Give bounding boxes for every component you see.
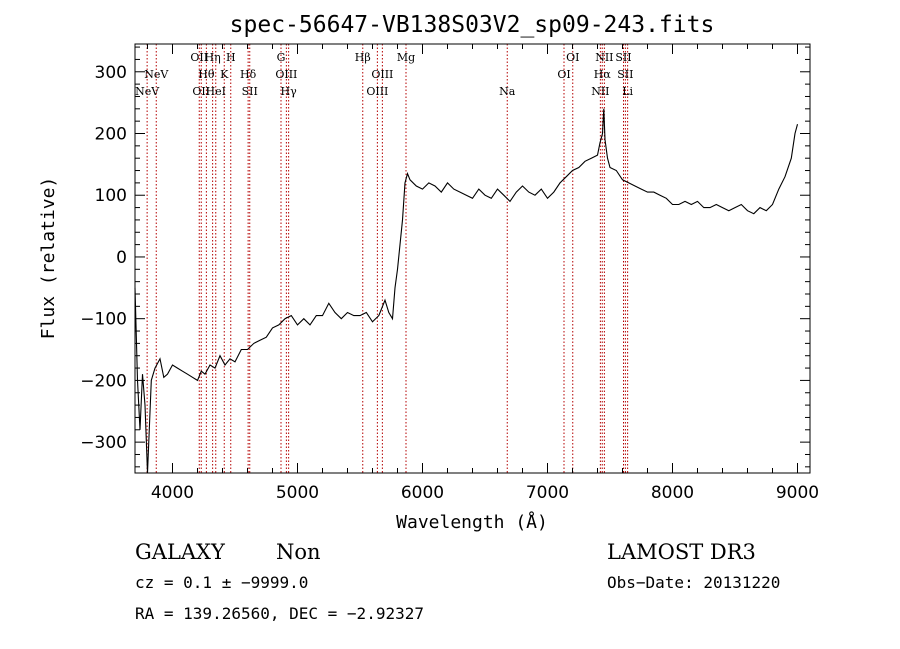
- spectral-line-label: OI: [566, 51, 579, 64]
- spectral-line-label: Mg: [397, 51, 415, 64]
- x-tick-label: 4000: [151, 483, 194, 503]
- y-tick-label: −300: [80, 433, 127, 453]
- y-axis-label: Flux (relative): [38, 177, 59, 340]
- y-tick-label: 0: [116, 248, 127, 268]
- chart-title: spec-56647-VB138S03V2_sp09-243.fits: [230, 12, 715, 38]
- spectral-line-label: NeV: [135, 85, 160, 98]
- spectral-line-label: NII: [595, 51, 613, 64]
- y-tick-label: 200: [95, 125, 127, 145]
- spectral-line-label: SII: [617, 68, 633, 81]
- observation-date: Obs−Date: 20131220: [607, 573, 780, 592]
- x-axis-label: Wavelength (Å): [396, 511, 548, 533]
- spectral-line-label: Hγ: [281, 85, 298, 98]
- spectral-line-label: G: [277, 51, 286, 64]
- x-axis-ticks: 4000 5000 6000 7000 8000 9000: [147, 44, 819, 503]
- y-tick-label: −200: [80, 371, 127, 391]
- spectral-line-label: Hα: [594, 68, 612, 81]
- spectral-line-label: K: [220, 68, 229, 81]
- spectral-line-label: Na: [499, 85, 516, 98]
- x-tick-label: 6000: [401, 483, 444, 503]
- coordinates: RA = 139.26560, DEC = −2.92327: [135, 604, 424, 623]
- spectral-line-label: OII: [192, 85, 210, 98]
- spectral-line-label: Li: [622, 85, 633, 98]
- spectral-line-labels: NeVNeVOIIOIIHθHηHeIKHHδSIIGOIIIHγHβOIIIO…: [135, 51, 633, 98]
- spectral-line-label: Hδ: [240, 68, 257, 81]
- spectral-line-label: HeI: [206, 85, 226, 98]
- y-tick-label: 300: [95, 63, 127, 83]
- spectral-line-label: Hβ: [355, 51, 371, 64]
- spectral-line-label: OIII: [366, 85, 388, 98]
- y-tick-label: −100: [80, 310, 127, 330]
- x-tick-label: 9000: [776, 483, 819, 503]
- spectrum-series-line: [134, 108, 799, 474]
- spectral-line-label: OI: [557, 68, 570, 81]
- spectral-line-label: OIII: [371, 68, 393, 81]
- spectral-line-label: OIII: [275, 68, 297, 81]
- spectral-line-label: SII: [242, 85, 258, 98]
- subclass: Non: [276, 540, 321, 564]
- spectral-line-label: Hη: [205, 51, 221, 64]
- spectral-line-label: H: [226, 51, 236, 64]
- spectral-line-label: NII: [591, 85, 609, 98]
- spectral-line-label: OII: [190, 51, 208, 64]
- spectral-lines-layer: [146, 44, 629, 473]
- spectral-line-label: SII: [615, 51, 631, 64]
- y-tick-label: 100: [95, 186, 127, 206]
- object-type: GALAXY: [135, 540, 226, 564]
- redshift-cz: cz = 0.1 ± −9999.0: [135, 573, 308, 592]
- plot-frame: [134, 43, 811, 474]
- x-tick-label: 7000: [526, 483, 569, 503]
- spectral-line-label: NeV: [144, 68, 169, 81]
- y-axis-ticks: −300 −200 −100 0 100 200 300: [80, 46, 810, 468]
- x-tick-label: 8000: [651, 483, 694, 503]
- spectral-line-label: Hθ: [198, 68, 215, 81]
- x-tick-label: 5000: [276, 483, 319, 503]
- survey-release: LAMOST DR3: [607, 540, 756, 564]
